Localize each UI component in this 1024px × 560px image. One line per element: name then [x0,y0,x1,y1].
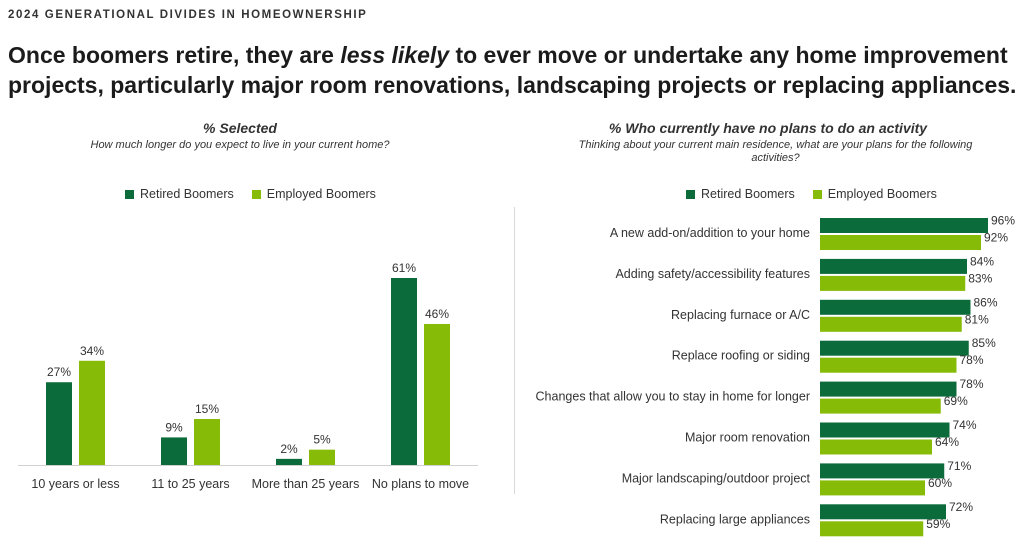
category-label: 11 to 25 years [151,477,229,491]
data-label-employed: 5% [313,433,331,447]
right-chart-legend: Retired Boomers Employed Boomers [686,187,955,201]
data-label-retired: 61% [392,261,416,275]
category-label: Major room renovation [685,431,810,445]
bar-employed [820,235,981,250]
legend-item-employed: Employed Boomers [812,187,937,201]
legend-label-employed: Employed Boomers [266,187,376,201]
category-label: Adding safety/accessibility features [615,267,810,281]
bar-retired [161,437,187,465]
category-label: No plans to move [372,477,469,491]
legend-label-retired: Retired Boomers [701,187,795,201]
bar-employed [820,480,925,496]
category-label: More than 25 years [252,477,360,491]
legend-item-employed: Employed Boomers [251,187,376,201]
bar-employed [820,398,941,414]
category-label: Major landscaping/outdoor project [622,471,811,485]
data-label-retired: 86% [974,295,998,309]
data-label-employed: 81% [965,312,989,326]
headline-text-end: to ever move or undertake any home impro… [8,42,1017,98]
bar-employed [309,449,335,465]
bar-employed [194,419,220,465]
data-label-retired: 85% [972,336,996,350]
data-label-retired: 84% [970,254,994,268]
legend-item-retired: Retired Boomers [125,187,234,201]
data-label-retired: 74% [953,418,977,432]
data-label-retired: 2% [280,442,298,456]
legend-swatch-retired [686,189,695,199]
legend-label-employed: Employed Boomers [827,187,937,201]
category-label: 10 years or less [31,477,119,491]
legend-swatch-employed [251,189,261,199]
legend-label-retired: Retired Boomers [140,187,234,201]
bar-retired [46,382,72,465]
data-label-employed: 83% [968,271,992,285]
left-chart-subtitle: How much longer do you expect to live in… [90,139,390,151]
bar-retired [820,463,945,479]
data-label-employed: 69% [944,394,968,408]
bar-employed [79,360,105,465]
right-chart-subtitle: Thinking about your current main residen… [578,139,973,164]
bar-retired [820,504,946,520]
bar-retired [391,278,417,465]
chart-divider [514,207,515,494]
bar-retired [820,299,971,315]
headline: Once boomers retire, they are less likel… [8,40,1018,100]
category-label: Changes that allow you to stay in home f… [536,390,810,404]
headline-emphasis: less likely [340,42,450,68]
bar-retired [820,218,988,233]
bar-retired [276,458,302,465]
data-label-employed: 92% [984,231,1008,245]
bar-retired [820,422,950,438]
bar-employed [820,439,932,455]
data-label-retired: 71% [947,459,971,473]
bar-retired [820,258,967,274]
data-label-employed: 78% [960,353,984,367]
category-label: Replace roofing or siding [672,349,810,363]
bar-employed [424,323,450,465]
right-chart-title: % Who currently have no plans to do an a… [608,120,928,136]
data-label-retired: 27% [47,365,71,379]
data-label-employed: 59% [926,517,950,531]
data-label-retired: 9% [165,420,183,434]
left-chart-title: % Selected [203,120,277,136]
category-label: Replacing furnace or A/C [671,308,810,322]
data-label-employed: 64% [935,435,959,449]
bar-employed [820,357,957,373]
left-chart-legend: Retired Boomers Employed Boomers [125,187,394,201]
bar-retired [820,340,969,356]
data-label-employed: 15% [195,402,219,416]
data-label-retired: 96% [991,214,1015,228]
bar-employed [820,275,966,291]
data-label-retired: 72% [949,500,973,514]
bar-employed [820,316,962,332]
category-label: A new add-on/addition to your home [610,226,810,240]
bar-employed [820,521,924,537]
bar-retired [820,381,957,397]
legend-swatch-employed [812,189,822,199]
headline-text-start: Once boomers retire, they are [8,42,341,68]
data-label-employed: 46% [425,307,449,321]
data-label-retired: 78% [960,377,984,391]
report-eyebrow: 2024 GENERATIONAL DIVIDES IN HOMEOWNERSH… [8,9,368,21]
legend-item-retired: Retired Boomers [686,187,795,201]
legend-swatch-retired [125,189,134,199]
category-label: Replacing large appliances [660,512,810,526]
data-label-employed: 60% [928,476,952,490]
data-label-employed: 34% [80,344,104,358]
